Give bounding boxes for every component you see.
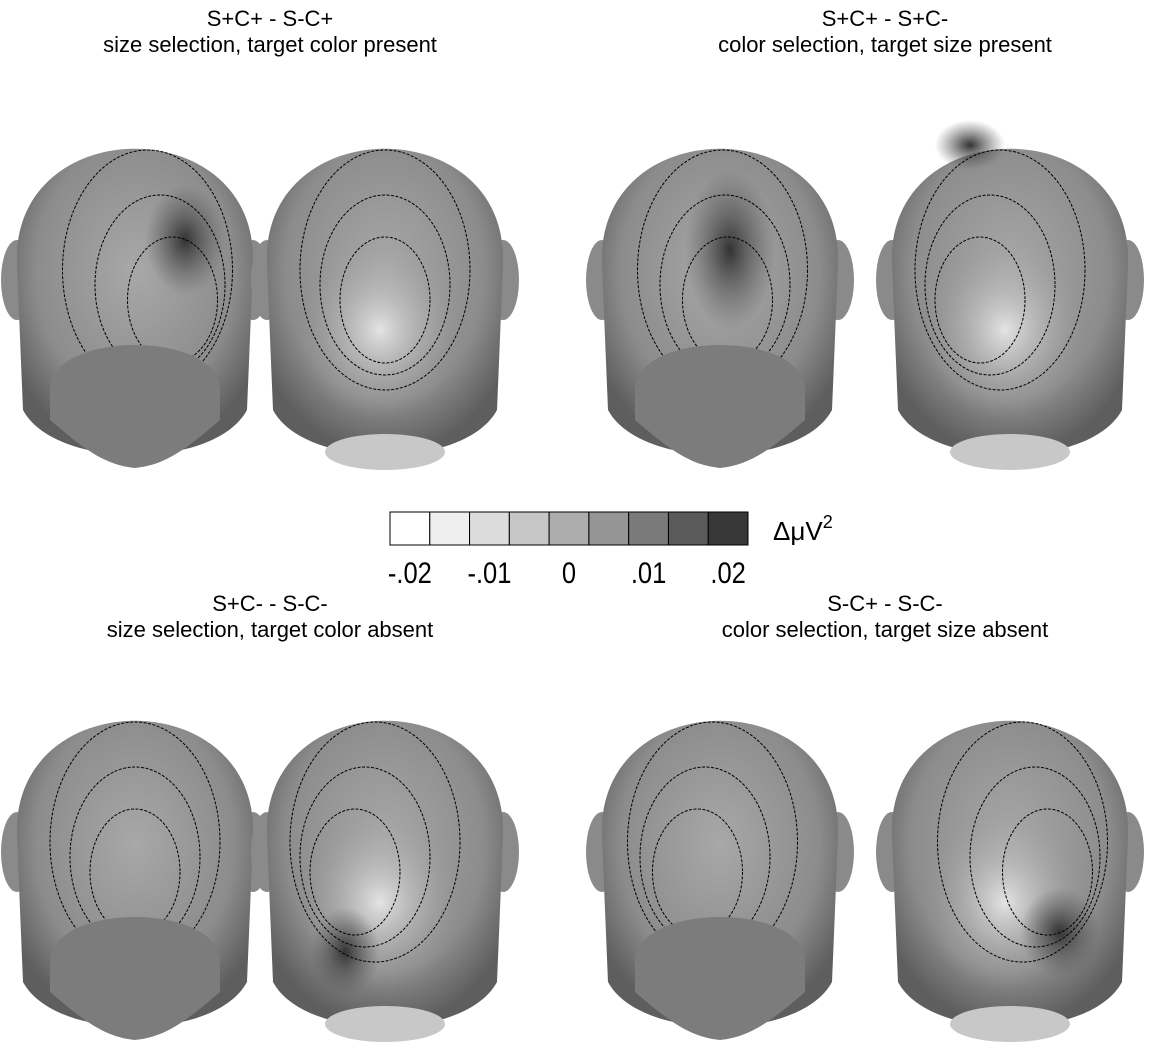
- colorbar-tick-label: .02: [710, 556, 745, 589]
- face-light: [300, 240, 460, 420]
- unit-base: ΔμV: [773, 516, 823, 546]
- panel-title: S+C+ - S-C+: [207, 6, 334, 31]
- colorbar-swatch: [708, 512, 748, 545]
- panel-title: S+C- - S-C-: [212, 591, 328, 616]
- neck-cut: [635, 917, 805, 1040]
- colorbar: -.02 -.01 0 .01 .02 ΔμV2: [388, 512, 833, 589]
- panel-subtitle: size selection, target color present: [103, 32, 437, 57]
- chin: [325, 1006, 445, 1042]
- head-back: [586, 721, 854, 1040]
- head-front: [876, 721, 1144, 1042]
- dark-spot: [310, 907, 380, 997]
- neck-cut: [635, 345, 805, 468]
- colorbar-swatch: [470, 512, 510, 545]
- colorbar-tick-label: .01: [631, 556, 666, 589]
- face-light: [925, 240, 1085, 420]
- neck-cut: [50, 345, 220, 468]
- colorbar-unit: ΔμV2: [773, 512, 833, 546]
- panel-subtitle: size selection, target color absent: [107, 617, 434, 642]
- colorbar-swatch: [390, 512, 430, 545]
- head-front: [876, 120, 1144, 470]
- panel-subtitle: color selection, target size present: [718, 32, 1052, 57]
- colorbar-tick-label: 0: [562, 556, 576, 589]
- colorbar-swatch: [668, 512, 708, 545]
- colorbar-swatch: [589, 512, 629, 545]
- colorbar-swatch: [430, 512, 470, 545]
- colorbar-tick-label: -.02: [388, 556, 432, 589]
- colorbar-swatch: [509, 512, 549, 545]
- chin: [325, 434, 445, 470]
- neck-cut: [50, 917, 220, 1040]
- dark-spot: [935, 120, 1005, 170]
- colorbar-swatch: [549, 512, 589, 545]
- head-back: [586, 149, 854, 468]
- panel-subtitle: color selection, target size absent: [722, 617, 1049, 642]
- panel-title: S-C+ - S-C-: [827, 591, 943, 616]
- colorbar-tick-label: -.01: [467, 556, 511, 589]
- head-front: [251, 721, 519, 1042]
- head-back: [1, 149, 269, 468]
- dark-spot: [685, 170, 775, 330]
- figure: S+C+ - S-C+size selection, target color …: [0, 0, 1153, 1053]
- head-front: [251, 149, 519, 470]
- unit-sup: 2: [823, 512, 833, 532]
- chin: [950, 434, 1070, 470]
- head-back: [1, 721, 269, 1040]
- panel-title: S+C+ - S+C-: [822, 6, 949, 31]
- colorbar-swatch: [629, 512, 669, 545]
- chin: [950, 1006, 1070, 1042]
